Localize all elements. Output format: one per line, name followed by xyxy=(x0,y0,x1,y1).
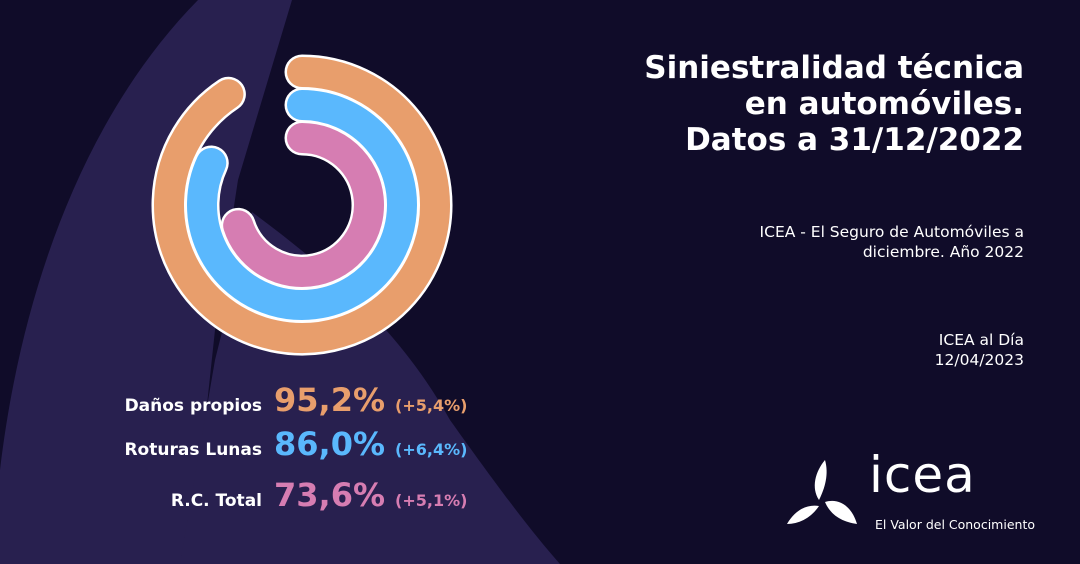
logo-word: icea xyxy=(869,446,976,504)
page-title: Siniestralidad técnica en automóviles. D… xyxy=(644,50,1024,158)
legend-label: R.C. Total xyxy=(170,491,262,511)
title-line: Datos a 31/12/2022 xyxy=(685,122,1024,158)
legend-change: (+5,1%) xyxy=(395,491,468,510)
legend-value: 86,0% xyxy=(274,425,386,463)
legend-value: 73,6% xyxy=(274,476,386,514)
legend-row-danos: Daños propios 95,2% (+5,4%) xyxy=(100,381,468,419)
legend-label: Roturas Lunas xyxy=(124,440,262,460)
legend-row-rc: R.C. Total 73,6% (+5,1%) xyxy=(100,476,468,514)
publication-name: ICEA al Día xyxy=(938,331,1024,349)
icea-logo: icea El Valor del Conocimiento xyxy=(785,446,1045,538)
legend-change: (+6,4%) xyxy=(395,440,468,459)
radial-bar-0 xyxy=(154,57,450,353)
title-line: Siniestralidad técnica xyxy=(644,50,1024,86)
source-line: ICEA - El Seguro de Automóviles a xyxy=(759,223,1024,241)
legend-label: Daños propios xyxy=(124,396,262,416)
publication-info: ICEA al Día 12/04/2023 xyxy=(935,330,1024,370)
legend-change: (+5,4%) xyxy=(395,396,468,415)
publication-date: 12/04/2023 xyxy=(934,351,1024,369)
source-line: diciembre. Año 2022 xyxy=(862,243,1024,261)
logo-tagline: El Valor del Conocimiento xyxy=(875,517,1035,532)
source-text: ICEA - El Seguro de Automóviles a diciem… xyxy=(704,222,1024,262)
icea-leaf-icon xyxy=(787,460,857,524)
background-leaf-left xyxy=(0,0,292,564)
legend-row-lunas: Roturas Lunas 86,0% (+6,4%) xyxy=(100,425,467,463)
radial-bar-2 xyxy=(223,123,384,287)
radial-bar-1 xyxy=(187,90,417,320)
title-line: en automóviles. xyxy=(744,86,1024,122)
legend-value: 95,2% xyxy=(274,381,386,419)
